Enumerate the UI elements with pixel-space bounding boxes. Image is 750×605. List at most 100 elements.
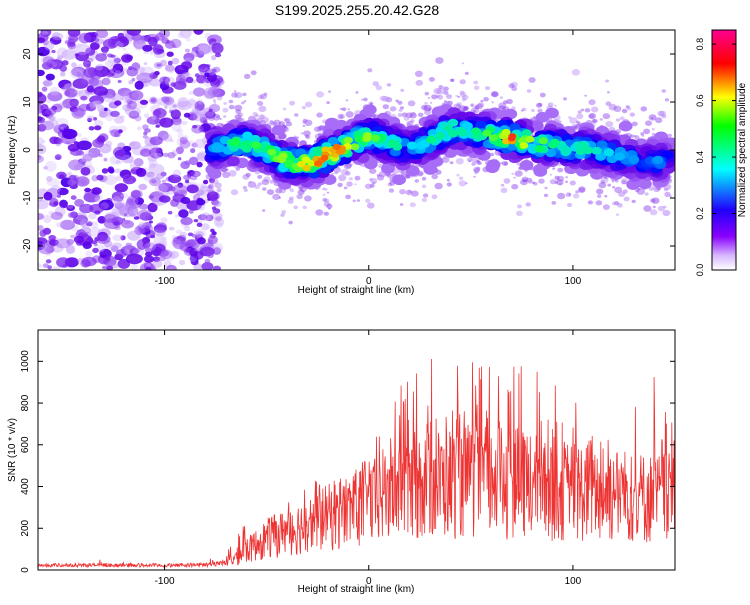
halo-blob bbox=[339, 107, 343, 111]
noise-blob bbox=[197, 237, 206, 245]
spectrogram-x-ticks: -100 0 100 bbox=[155, 30, 582, 287]
halo-blob bbox=[376, 174, 385, 181]
halo-blob bbox=[588, 113, 596, 120]
halo-blob bbox=[258, 105, 267, 113]
noise-blob bbox=[136, 66, 146, 74]
halo-blob bbox=[485, 86, 490, 91]
noise-blob bbox=[87, 117, 92, 123]
halo-blob bbox=[296, 193, 303, 200]
noise-blob bbox=[188, 90, 194, 95]
noise-blob bbox=[111, 263, 119, 269]
halo-blob bbox=[305, 135, 311, 140]
halo-blob bbox=[543, 193, 549, 198]
y-tick-label: 20 bbox=[22, 48, 33, 60]
halo-blob bbox=[473, 166, 481, 173]
noise-blob bbox=[113, 146, 126, 158]
noise-blob bbox=[144, 247, 153, 253]
halo-blob bbox=[216, 122, 224, 129]
halo-blob bbox=[477, 161, 482, 166]
noise-blob bbox=[147, 202, 158, 213]
halo-blob bbox=[526, 177, 533, 183]
noise-blob bbox=[46, 99, 52, 103]
halo-blob bbox=[237, 112, 244, 118]
noise-blob bbox=[71, 66, 86, 77]
noise-blob bbox=[43, 214, 52, 224]
halo-blob bbox=[382, 104, 389, 110]
noise-blob bbox=[194, 73, 200, 78]
halo-blob bbox=[605, 121, 614, 128]
halo-blob bbox=[285, 121, 293, 127]
noise-blob bbox=[132, 35, 147, 44]
noise-blob bbox=[159, 76, 171, 85]
noise-blob bbox=[203, 179, 209, 185]
noise-blob bbox=[55, 238, 71, 249]
halo-blob bbox=[244, 73, 251, 79]
halo-blob bbox=[421, 184, 427, 189]
noise-blob bbox=[168, 267, 174, 270]
halo-blob bbox=[250, 70, 257, 76]
ridge-blob bbox=[457, 128, 468, 137]
halo-blob bbox=[468, 160, 472, 163]
noise-blob bbox=[121, 54, 133, 63]
noise-blob bbox=[45, 259, 52, 264]
ridge-blob bbox=[426, 135, 436, 144]
noise-blob bbox=[70, 68, 84, 79]
noise-blob bbox=[38, 198, 43, 202]
x-tick-label: 0 bbox=[366, 576, 372, 587]
noise-blob bbox=[175, 146, 184, 155]
noise-blob bbox=[101, 265, 108, 270]
noise-blob bbox=[191, 107, 201, 114]
halo-blob bbox=[510, 81, 518, 88]
noise-blob bbox=[50, 211, 63, 221]
noise-blob bbox=[123, 67, 128, 72]
halo-blob bbox=[618, 191, 626, 198]
halo-blob bbox=[502, 100, 508, 105]
halo-blob bbox=[386, 173, 392, 178]
colorbar-label: Normalized spectral amplitude bbox=[737, 82, 748, 217]
halo-blob bbox=[387, 182, 393, 187]
halo-blob bbox=[248, 181, 252, 184]
halo-blob bbox=[619, 116, 625, 121]
noise-blob bbox=[154, 152, 163, 159]
ridge-blob bbox=[535, 112, 550, 123]
noise-blob bbox=[90, 71, 102, 80]
halo-blob bbox=[506, 98, 513, 105]
halo-blob bbox=[233, 90, 237, 93]
noise-blob bbox=[156, 200, 162, 206]
halo-blob bbox=[612, 186, 616, 189]
colorbar-tick-label: 0.6 bbox=[695, 94, 705, 107]
noise-blob bbox=[172, 104, 177, 108]
noise-blob bbox=[176, 128, 184, 134]
ridge-blob bbox=[525, 135, 535, 143]
halo-blob bbox=[322, 193, 326, 196]
noise-blob bbox=[212, 88, 226, 98]
halo-blob bbox=[424, 109, 431, 115]
noise-blob bbox=[62, 128, 77, 140]
noise-blob bbox=[108, 168, 115, 174]
noise-blob bbox=[96, 174, 104, 181]
halo-blob bbox=[491, 101, 494, 104]
noise-blob bbox=[67, 179, 76, 186]
noise-blob bbox=[167, 174, 182, 184]
halo-blob bbox=[242, 92, 247, 97]
halo-blob bbox=[235, 167, 240, 171]
noise-blob bbox=[89, 203, 105, 214]
halo-blob bbox=[288, 220, 293, 225]
noise-blob bbox=[117, 79, 122, 84]
ridge-blob bbox=[435, 131, 446, 140]
halo-blob bbox=[471, 162, 476, 166]
halo-blob bbox=[388, 188, 395, 193]
noise-blob bbox=[171, 238, 182, 247]
noise-blob bbox=[79, 104, 86, 110]
noise-blob bbox=[149, 162, 156, 169]
halo-blob bbox=[354, 175, 361, 181]
halo-blob bbox=[414, 70, 423, 78]
ridge-blob bbox=[462, 122, 473, 131]
halo-blob bbox=[569, 117, 578, 124]
halo-blob bbox=[242, 174, 250, 180]
noise-blob bbox=[148, 159, 158, 166]
halo-blob bbox=[213, 101, 217, 104]
noise-blob bbox=[131, 77, 136, 82]
noise-blob bbox=[43, 191, 53, 201]
